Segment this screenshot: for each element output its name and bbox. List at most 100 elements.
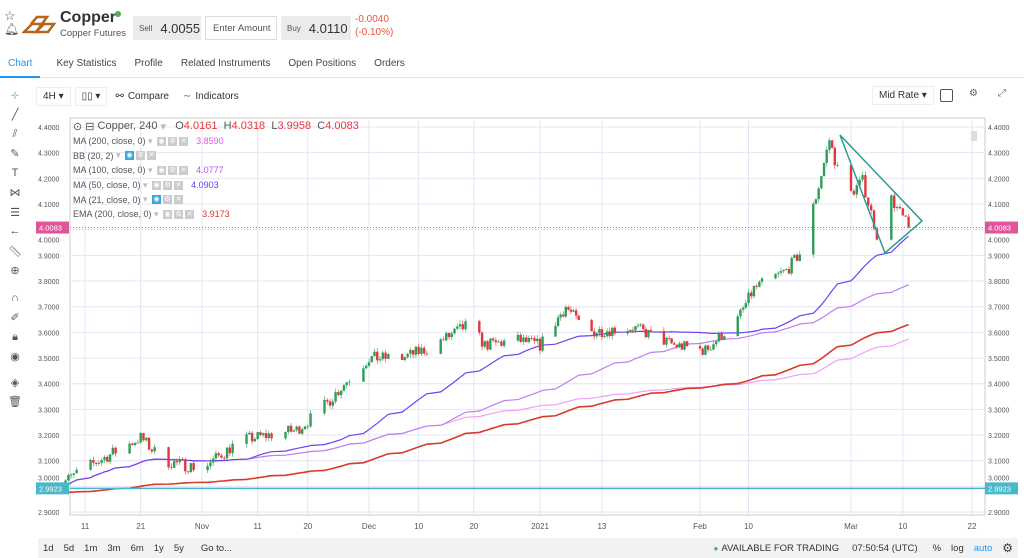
candle-body: [362, 368, 365, 382]
tab-profile[interactable]: Profile: [134, 58, 163, 69]
price-chart[interactable]: 4.4000 4.4000 4.3000 4.3000 4.2000 4.2000 4.10…: [0, 112, 1024, 538]
chart-type-select[interactable]: ▯▯ ▾: [74, 86, 108, 106]
buy-button[interactable]: Buy 4.0110: [281, 16, 351, 40]
candle-body: [301, 429, 304, 434]
star-icon[interactable]: ☆: [4, 8, 16, 23]
study-name: BB (20, 2): [73, 150, 114, 161]
pattern-tool-icon[interactable]: ⋈: [9, 187, 21, 199]
study-row[interactable]: MA (50, close, 0) ▾ ◉ ⚙ ✕ 4.0903: [73, 179, 219, 191]
visibility-icon[interactable]: ◉: [152, 195, 162, 205]
range-1d[interactable]: 1d: [43, 542, 54, 554]
fullscreen-panel-icon[interactable]: [940, 89, 953, 102]
study-row[interactable]: MA (200, close, 0) ▾ ◉ ⚙ ✕ 3.8590: [73, 135, 224, 147]
collapse-icon[interactable]: ⊙ ⊟: [73, 120, 98, 133]
remove-icon[interactable]: ✕: [179, 165, 189, 175]
crosshair-icon[interactable]: ✛: [10, 90, 20, 102]
candle-body: [680, 343, 684, 350]
fibonacci-tool-icon[interactable]: ☰: [10, 206, 20, 219]
candle-body: [367, 362, 371, 366]
study-row[interactable]: BB (20, 2) ▾ ◉ ⚙ ✕: [73, 150, 157, 161]
settings-icon[interactable]: ⚙: [136, 151, 146, 161]
y-tick-left: 3.1000: [38, 459, 60, 466]
footer-settings-icon[interactable]: ⚙: [1002, 541, 1013, 555]
remove-icon[interactable]: ✕: [179, 136, 189, 146]
range-5y[interactable]: 5y: [173, 542, 184, 554]
layers-icon[interactable]: ◈: [10, 376, 20, 389]
tab-chart[interactable]: Chart: [0, 52, 41, 78]
remove-icon[interactable]: ✕: [174, 180, 184, 190]
back-arrow-icon[interactable]: ←: [9, 225, 21, 237]
remove-icon[interactable]: ✕: [174, 195, 184, 205]
candle-body: [425, 353, 429, 355]
remove-icon[interactable]: ✕: [147, 151, 157, 161]
rate-select[interactable]: Mid Rate ▾: [872, 86, 934, 105]
percent-toggle[interactable]: %: [932, 542, 942, 554]
range-6m[interactable]: 6m: [130, 542, 144, 554]
y-tick-right: 3.0000: [988, 475, 1010, 482]
trash-icon[interactable]: 🗑︎: [8, 396, 22, 408]
remove-icon[interactable]: ✕: [185, 209, 195, 219]
log-toggle[interactable]: log: [951, 542, 964, 554]
candle-body: [723, 336, 726, 340]
range-3m[interactable]: 3m: [107, 542, 121, 554]
scroll-handle[interactable]: [971, 131, 977, 141]
candle-body: [442, 339, 445, 341]
bell-icon[interactable]: 🔔︎: [4, 22, 20, 36]
settings-icon[interactable]: ⚙: [168, 165, 178, 175]
settings-icon[interactable]: ⚙: [969, 88, 978, 99]
ruler-icon[interactable]: 📏︎: [8, 245, 22, 258]
line-tool-icon[interactable]: ╱: [11, 109, 19, 121]
study-row[interactable]: MA (100, close, 0) ▾ ◉ ⚙ ✕ 4.0777: [73, 164, 224, 176]
zoom-in-icon[interactable]: ⊕: [10, 265, 20, 277]
visibility-icon[interactable]: ◉: [125, 151, 135, 161]
candle-body: [855, 185, 858, 195]
visibility-icon[interactable]: ◉: [157, 136, 167, 146]
range-5d[interactable]: 5d: [63, 542, 75, 554]
candle-body: [760, 278, 764, 282]
settings-icon[interactable]: ⚙: [174, 209, 184, 219]
instrument-header: ☆ 🔔︎ Copper Copper Futures Sell 4.0055 En…: [0, 0, 1024, 48]
y-tick-left: 3.7000: [38, 305, 60, 312]
expand-icon[interactable]: ⤢: [998, 88, 1006, 99]
goto-button[interactable]: Go to...: [200, 542, 233, 554]
tab-key-statistics[interactable]: Key Statistics: [56, 58, 117, 69]
candle-body: [750, 292, 753, 297]
candle-body: [890, 195, 893, 240]
candle-body: [556, 317, 560, 326]
candle-body: [387, 354, 390, 359]
interval-select[interactable]: 4H ▾: [36, 86, 71, 106]
compare-button[interactable]: Compare: [127, 90, 169, 102]
auto-toggle[interactable]: auto: [973, 542, 993, 554]
y-tick-right: 4.2000: [988, 176, 1010, 183]
triangle-drawing[interactable]: [839, 134, 924, 255]
magnet-icon[interactable]: ∩: [11, 291, 19, 304]
tab-orders[interactable]: Orders: [374, 58, 405, 69]
candle-body: [411, 350, 415, 355]
text-tool-icon[interactable]: T: [11, 166, 19, 179]
visibility-icon[interactable]: ◉: [152, 180, 162, 190]
tab-open-positions[interactable]: Open Positions: [288, 58, 357, 69]
amount-input[interactable]: Enter Amount: [205, 16, 277, 40]
candle-body: [178, 459, 181, 463]
sell-button[interactable]: Sell 4.0055: [133, 16, 201, 40]
indicators-button[interactable]: Indicators: [195, 90, 239, 102]
eye-icon[interactable]: ◉: [10, 351, 20, 363]
tab-related-instruments[interactable]: Related Instruments: [180, 58, 271, 69]
y-tick-left: 3.4000: [38, 382, 60, 389]
settings-icon[interactable]: ⚙: [168, 136, 178, 146]
candle-body: [822, 162, 826, 177]
lock-drawing-icon[interactable]: ✐: [10, 312, 20, 324]
range-1y[interactable]: 1y: [153, 542, 164, 554]
visibility-icon[interactable]: ◉: [163, 209, 173, 219]
brush-tool-icon[interactable]: ✎: [10, 148, 20, 160]
study-row[interactable]: MA (21, close, 0) ▾ ◉ ⚙ ✕: [73, 194, 184, 205]
candle-body: [852, 190, 856, 195]
candle-body: [525, 337, 528, 342]
settings-icon[interactable]: ⚙: [163, 180, 173, 190]
lock-icon[interactable]: 🔒︎: [12, 330, 18, 343]
settings-icon[interactable]: ⚙: [163, 195, 173, 205]
visibility-icon[interactable]: ◉: [157, 165, 167, 175]
range-1m[interactable]: 1m: [84, 542, 98, 554]
multi-line-tool-icon[interactable]: ⫽: [12, 127, 18, 140]
study-row[interactable]: EMA (200, close, 0) ▾ ◉ ⚙ ✕ 3.9173: [73, 208, 230, 220]
